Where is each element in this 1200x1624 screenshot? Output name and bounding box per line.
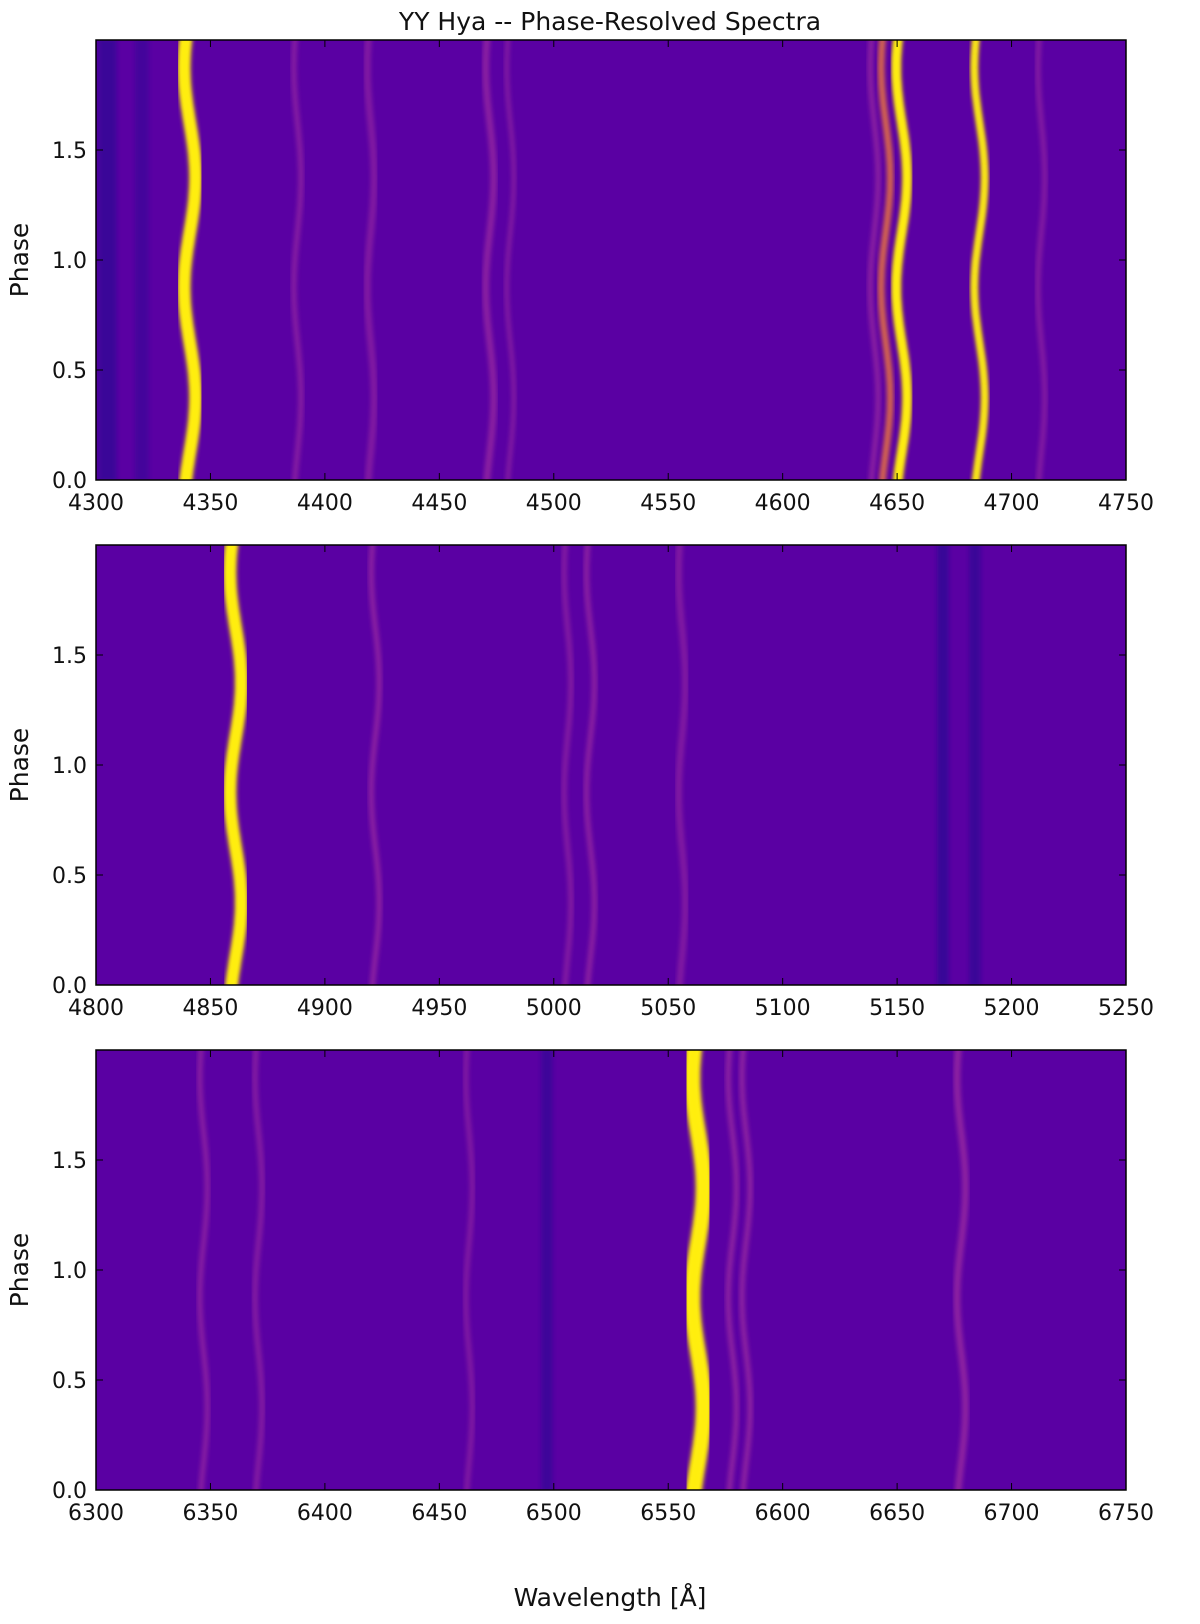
x-tick-label: 6300 <box>68 1501 124 1526</box>
x-tick-label: 4950 <box>411 996 467 1021</box>
x-tick-label: 5250 <box>1098 996 1154 1021</box>
emission-line-core-6563 <box>687 1050 709 1490</box>
emission-line-4645 <box>877 40 894 480</box>
y-tick-label: 0.5 <box>52 864 87 889</box>
y-tick-label: 1.0 <box>52 1259 87 1284</box>
x-tick-label: 4500 <box>526 491 582 516</box>
emission-line-6463 <box>463 1050 476 1490</box>
heatmap-area <box>96 40 1126 480</box>
emission-line-6678 <box>953 1050 969 1490</box>
emission-line-core-4652 <box>893 40 910 480</box>
x-tick-label: 4600 <box>755 491 811 516</box>
emission-line-4640 <box>867 40 882 480</box>
emission-line-core-4686 <box>972 40 987 480</box>
x-tick-label: 5050 <box>640 996 696 1021</box>
y-tick-label: 1.5 <box>52 1149 87 1174</box>
emission-line-6371 <box>252 1050 265 1490</box>
x-tick-label: 6450 <box>411 1501 467 1526</box>
emission-line-core-4861 <box>226 545 245 985</box>
emission-line-6578 <box>725 1050 740 1490</box>
emission-line-5056 <box>675 545 689 985</box>
x-tick-label: 6600 <box>755 1501 811 1526</box>
spectrum-panel-1: 4300 4350 4400 4450 4500 4550 4600 4650 4700 4750… <box>5 39 1154 516</box>
y-tick-label: 0.5 <box>52 359 87 384</box>
emission-line-4481 <box>504 40 517 480</box>
x-axis-label: Wavelength [Å] <box>514 1583 707 1612</box>
x-tick-label: 4300 <box>68 491 124 516</box>
x-tick-label: 4650 <box>869 491 925 516</box>
x-tick-label: 4800 <box>68 996 124 1021</box>
absorption-band <box>937 545 949 985</box>
spectrum-panel-2: 4800 4850 4900 4950 5000 5050 5100 5150 5200 5250… <box>5 544 1154 1021</box>
heatmap-background <box>96 40 1126 480</box>
y-tick-label: 1.0 <box>52 249 87 274</box>
emission-line-4420 <box>363 40 378 480</box>
emission-line-4388 <box>290 40 304 480</box>
x-tick-label: 5000 <box>526 996 582 1021</box>
heatmap-background <box>96 1050 1126 1490</box>
x-tick-label: 4400 <box>297 491 353 516</box>
figure-title: YY Hya -- Phase-Resolved Spectra <box>398 7 821 36</box>
x-tick-label: 5100 <box>755 996 811 1021</box>
heatmap-area <box>96 1050 1126 1490</box>
x-tick-label: 6650 <box>869 1501 925 1526</box>
emission-line-5006 <box>561 545 574 985</box>
spectrum-panel-3: 6300 6350 6400 6450 6500 6550 6600 6650 6700 6750… <box>5 1049 1154 1526</box>
emission-line-4922 <box>368 545 383 985</box>
x-tick-label: 6350 <box>182 1501 238 1526</box>
y-tick-label: 1.5 <box>52 644 87 669</box>
x-tick-label: 4900 <box>297 996 353 1021</box>
x-tick-label: 4850 <box>182 996 238 1021</box>
y-tick-label: 0.0 <box>52 974 87 999</box>
heatmap-background <box>96 545 1126 985</box>
x-tick-label: 5150 <box>869 996 925 1021</box>
x-tick-label: 6750 <box>1098 1501 1154 1526</box>
y-axis-label: Phase <box>5 223 34 298</box>
absorption-band <box>541 1050 553 1490</box>
x-tick-label: 6500 <box>526 1501 582 1526</box>
y-tick-label: 0.5 <box>52 1369 87 1394</box>
absorption-band <box>969 545 981 985</box>
x-tick-label: 6700 <box>984 1501 1040 1526</box>
emission-line-6584 <box>739 1050 753 1490</box>
heatmap-area <box>96 545 1126 985</box>
emission-line-6347 <box>197 1050 211 1490</box>
absorption-band <box>134 40 149 480</box>
panels: 4300 4350 4400 4450 4500 4550 4600 4650 4700 4750… <box>5 39 1154 1526</box>
y-tick-label: 1.5 <box>52 139 87 164</box>
y-tick-label: 0.0 <box>52 469 87 494</box>
emission-line-core-4341 <box>180 40 200 480</box>
emission-line-4713 <box>1035 40 1048 480</box>
y-axis-label: Phase <box>5 728 34 803</box>
x-tick-label: 4350 <box>182 491 238 516</box>
emission-line-4472 <box>482 40 498 480</box>
x-tick-label: 5200 <box>984 996 1040 1021</box>
y-tick-label: 1.0 <box>52 754 87 779</box>
y-axis-label: Phase <box>5 1233 34 1308</box>
x-tick-label: 4750 <box>1098 491 1154 516</box>
y-tick-label: 0.0 <box>52 1479 87 1504</box>
x-tick-label: 4700 <box>984 491 1040 516</box>
x-tick-label: 4450 <box>411 491 467 516</box>
x-tick-label: 4550 <box>640 491 696 516</box>
x-tick-label: 6400 <box>297 1501 353 1526</box>
emission-line-5016 <box>583 545 598 985</box>
x-tick-label: 6550 <box>640 1501 696 1526</box>
